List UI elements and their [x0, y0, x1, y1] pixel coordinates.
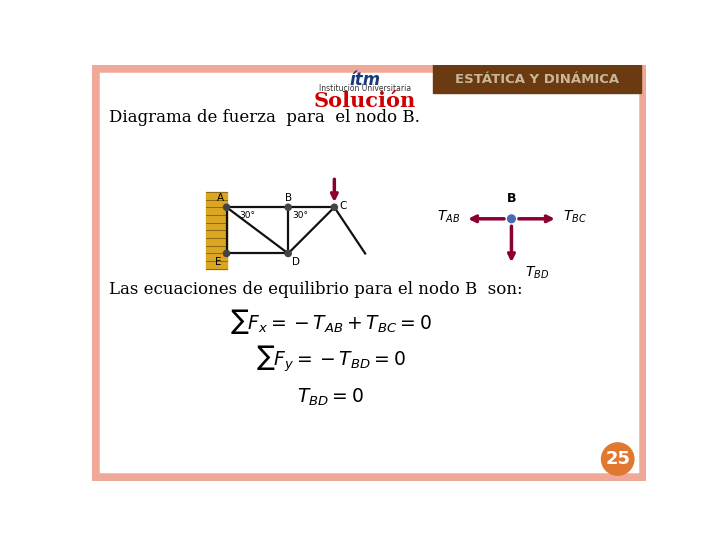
- Text: $\sum F_x = -T_{AB} + T_{BC} = 0$: $\sum F_x = -T_{AB} + T_{BC} = 0$: [230, 307, 431, 336]
- Circle shape: [331, 204, 338, 210]
- Text: A: A: [217, 193, 224, 202]
- Text: E: E: [215, 256, 222, 267]
- Text: ESTÁTICA Y DINÁMICA: ESTÁTICA Y DINÁMICA: [455, 72, 619, 85]
- Circle shape: [223, 251, 230, 256]
- FancyBboxPatch shape: [94, 66, 644, 479]
- Circle shape: [508, 215, 516, 222]
- Text: C: C: [340, 201, 347, 211]
- Text: $T_{BD}$: $T_{BD}$: [526, 265, 549, 281]
- Text: Diagrama de fuerza  para  el nodo B.: Diagrama de fuerza para el nodo B.: [109, 109, 420, 126]
- Text: D: D: [292, 256, 300, 267]
- Circle shape: [223, 204, 230, 210]
- Text: $T_{BC}$: $T_{BC}$: [562, 209, 587, 226]
- Text: Las ecuaciones de equilibrio para el nodo B  son:: Las ecuaciones de equilibrio para el nod…: [109, 281, 523, 298]
- Bar: [433, 65, 641, 93]
- Text: ítm: ítm: [350, 71, 381, 89]
- Text: 30°: 30°: [293, 211, 309, 220]
- Text: Institución Universitaria: Institución Universitaria: [319, 84, 411, 93]
- Text: $T_{BD} = 0$: $T_{BD} = 0$: [297, 387, 364, 408]
- Text: 30°: 30°: [239, 211, 255, 220]
- Circle shape: [601, 443, 634, 475]
- Circle shape: [285, 251, 291, 256]
- Text: $T_{AB}$: $T_{AB}$: [437, 209, 460, 226]
- Text: $\sum F_y = -T_{BD} = 0$: $\sum F_y = -T_{BD} = 0$: [256, 343, 405, 374]
- Circle shape: [285, 204, 291, 210]
- Text: 25: 25: [606, 450, 630, 468]
- Text: Solución: Solución: [314, 91, 416, 111]
- Bar: [206, 192, 227, 269]
- Text: B: B: [284, 193, 292, 202]
- Text: B: B: [507, 192, 516, 205]
